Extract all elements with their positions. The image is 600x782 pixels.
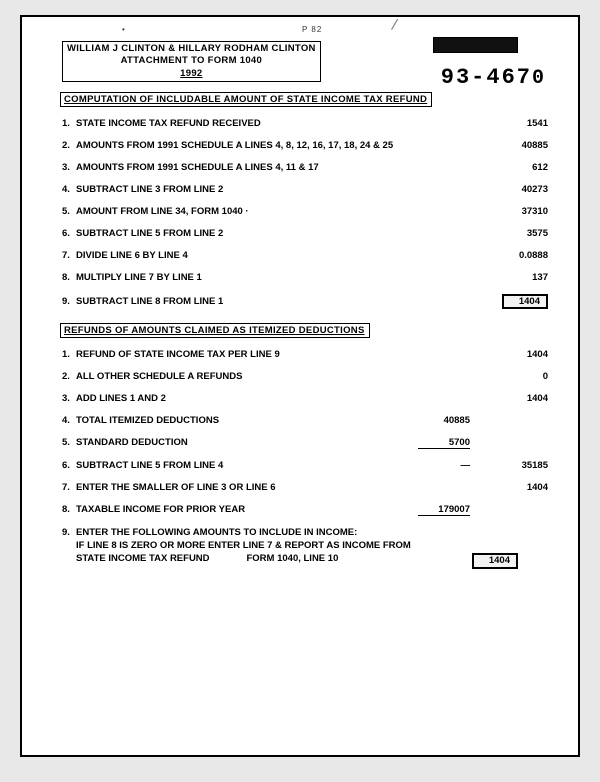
line-item: 2.ALL OTHER SCHEDULE A REFUNDS 0 <box>62 371 548 382</box>
line-number: 2. <box>62 140 76 151</box>
line-item: 6.SUBTRACT LINE 5 FROM LINE 4—35185 <box>62 460 548 471</box>
line-item: 5.AMOUNT FROM LINE 34, FORM 1040 · 37310 <box>62 206 548 217</box>
line-mid-value: 179007 <box>418 504 488 516</box>
line-item: 7.DIVIDE LINE 6 BY LINE 4 0.0888 <box>62 250 548 261</box>
dot-mark: • <box>122 25 125 34</box>
line-item: 3.AMOUNTS FROM 1991 SCHEDULE A LINES 4, … <box>62 162 548 173</box>
line-value: 1404 <box>488 294 548 309</box>
line-number: 5. <box>62 437 76 448</box>
line-item: 5.STANDARD DEDUCTION5700 <box>62 437 548 449</box>
line-value: 40273 <box>488 184 548 195</box>
line-value: 1541 <box>488 118 548 129</box>
header-line-3: 1992 <box>67 68 316 80</box>
line-number: 4. <box>62 415 76 426</box>
line-value: 612 <box>488 162 548 173</box>
line-label: SUBTRACT LINE 8 FROM LINE 1 <box>76 296 418 307</box>
docnum-last: 0 <box>532 67 546 90</box>
line-number: 3. <box>62 393 76 404</box>
line-number: 1. <box>62 118 76 129</box>
footer-value: 1404 <box>472 553 518 570</box>
line-item: 7.ENTER THE SMALLER OF LINE 3 OR LINE 6 1… <box>62 482 548 493</box>
line-value: 40885 <box>488 140 548 151</box>
line-number: 9. <box>62 296 76 307</box>
line-item: 8.TAXABLE INCOME FOR PRIOR YEAR179007 <box>62 504 548 516</box>
footer-line-3: STATE INCOME TAX REFUND FORM 1040, LINE … <box>62 553 548 566</box>
line-number: 7. <box>62 482 76 493</box>
line-number: 6. <box>62 460 76 471</box>
section-2-title: REFUNDS OF AMOUNTS CLAIMED AS ITEMIZED D… <box>60 323 370 338</box>
section-1: 1.STATE INCOME TAX REFUND RECEIVED 1541 2.… <box>62 118 548 309</box>
line-mid-value: 40885 <box>418 415 488 426</box>
line-label: ENTER THE SMALLER OF LINE 3 OR LINE 6 <box>76 482 418 493</box>
line-value: 3575 <box>488 228 548 239</box>
line-label: MULTIPLY LINE 7 BY LINE 1 <box>76 272 418 283</box>
line-number: 8. <box>62 272 76 283</box>
line-value: 0 <box>488 371 548 382</box>
line-item: 8.MULTIPLY LINE 7 BY LINE 1 137 <box>62 272 548 283</box>
line-number: 3. <box>62 162 76 173</box>
docnum-main: 93-467 <box>441 65 532 90</box>
line-label: STATE INCOME TAX REFUND RECEIVED <box>76 118 418 129</box>
line-item: 1.STATE INCOME TAX REFUND RECEIVED 1541 <box>62 118 548 129</box>
line-number: 4. <box>62 184 76 195</box>
footer-value-box: 1404 <box>472 553 518 570</box>
line-mid-value: 5700 <box>418 437 488 449</box>
line-label: SUBTRACT LINE 5 FROM LINE 2 <box>76 228 418 239</box>
line-label: AMOUNTS FROM 1991 SCHEDULE A LINES 4, 11… <box>76 162 418 173</box>
line-label: AMOUNT FROM LINE 34, FORM 1040 · <box>76 206 418 217</box>
line-label: STANDARD DEDUCTION <box>76 437 418 448</box>
line-value: 1404 <box>488 482 548 493</box>
line-item: 9.SUBTRACT LINE 8 FROM LINE 1 1404 <box>62 294 548 309</box>
line-label: DIVIDE LINE 6 BY LINE 4 <box>76 250 418 261</box>
line-item: 1.REFUND OF STATE INCOME TAX PER LINE 9 1… <box>62 349 548 360</box>
header-box: WILLIAM J CLINTON & HILLARY RODHAM CLINT… <box>62 41 321 82</box>
line-item: 3.ADD LINES 1 AND 2 1404 <box>62 393 548 404</box>
section-1-title: COMPUTATION OF INCLUDABLE AMOUNT OF STAT… <box>60 92 432 107</box>
page-number-mark: P 82 <box>302 25 322 34</box>
redaction-block <box>433 37 518 53</box>
section-2: 1.REFUND OF STATE INCOME TAX PER LINE 9 1… <box>62 349 548 516</box>
line-label: ADD LINES 1 AND 2 <box>76 393 418 404</box>
document-page: • P 82 / WILLIAM J CLINTON & HILLARY ROD… <box>20 15 580 757</box>
footer-line-3a: STATE INCOME TAX REFUND <box>76 553 210 564</box>
header-line-1: WILLIAM J CLINTON & HILLARY RODHAM CLINT… <box>67 43 316 55</box>
line-number: 2. <box>62 371 76 382</box>
line-value: 35185 <box>488 460 548 471</box>
line-label: SUBTRACT LINE 5 FROM LINE 4 <box>76 460 418 471</box>
line-label: ALL OTHER SCHEDULE A REFUNDS <box>76 371 418 382</box>
line-number: 1. <box>62 349 76 360</box>
line-label: AMOUNTS FROM 1991 SCHEDULE A LINES 4, 8,… <box>76 140 418 151</box>
document-number: 93-4670 <box>441 65 546 90</box>
line-item: 6.SUBTRACT LINE 5 FROM LINE 2 3575 <box>62 228 548 239</box>
line-label: REFUND OF STATE INCOME TAX PER LINE 9 <box>76 349 418 360</box>
line-value: 0.0888 <box>488 250 548 261</box>
line-label: TOTAL ITEMIZED DEDUCTIONS <box>76 415 418 426</box>
slash-mark: / <box>390 17 399 36</box>
line-value: 37310 <box>488 206 548 217</box>
line-label: SUBTRACT LINE 3 FROM LINE 2 <box>76 184 418 195</box>
footer-block: 9.ENTER THE FOLLOWING AMOUNTS TO INCLUDE… <box>62 527 548 565</box>
line-number: 5. <box>62 206 76 217</box>
footer-line-3b: FORM 1040, LINE 10 <box>246 553 338 564</box>
line-label: TAXABLE INCOME FOR PRIOR YEAR <box>76 504 418 515</box>
footer-num: 9. <box>62 527 76 540</box>
footer-line-2: IF LINE 8 IS ZERO OR MORE ENTER LINE 7 &… <box>62 540 548 553</box>
line-number: 7. <box>62 250 76 261</box>
line-item: 4.TOTAL ITEMIZED DEDUCTIONS40885 <box>62 415 548 426</box>
footer-line-1: ENTER THE FOLLOWING AMOUNTS TO INCLUDE I… <box>76 527 357 538</box>
line-number: 6. <box>62 228 76 239</box>
line-item: 4.SUBTRACT LINE 3 FROM LINE 2 40273 <box>62 184 548 195</box>
line-item: 2.AMOUNTS FROM 1991 SCHEDULE A LINES 4, … <box>62 140 548 151</box>
line-value: 137 <box>488 272 548 283</box>
line-mid-value: — <box>418 460 488 471</box>
line-number: 8. <box>62 504 76 515</box>
line-value: 1404 <box>488 349 548 360</box>
header-line-2: ATTACHMENT TO FORM 1040 <box>67 55 316 67</box>
top-marks: • P 82 / <box>22 19 578 37</box>
line-value: 1404 <box>488 393 548 404</box>
